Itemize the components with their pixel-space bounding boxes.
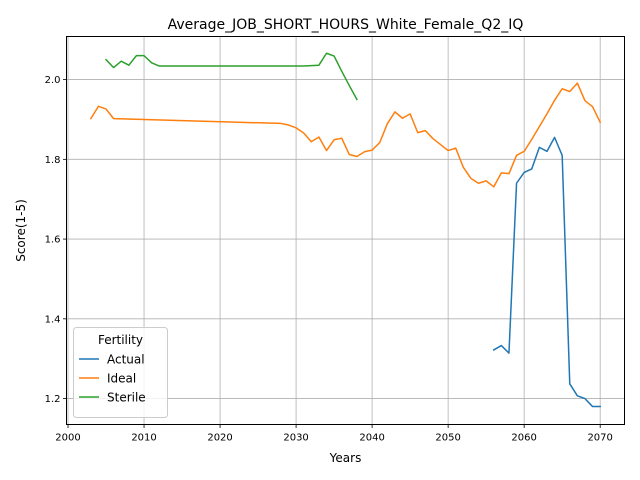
x-axis-ticks: 2000 2010 2020 2030 2040 2050 2060 2070 bbox=[55, 424, 613, 444]
plot-frame bbox=[66, 36, 625, 425]
x-tick-label: 2020 bbox=[207, 433, 232, 444]
chart-title: Average_JOB_SHORT_HOURS_White_Female_Q2_… bbox=[168, 17, 524, 33]
y-axis-label: Score(1-5) bbox=[14, 199, 28, 262]
x-tick-label: 2030 bbox=[283, 433, 308, 444]
x-tick-label: 2050 bbox=[435, 433, 460, 444]
legend-label: Ideal bbox=[107, 372, 136, 386]
x-axis-label: Years bbox=[329, 451, 362, 465]
y-axis-ticks: 1.2 1.4 1.6 1.8 2.0 bbox=[45, 75, 67, 405]
series-line-sterile bbox=[104, 52, 358, 101]
x-tick-label: 2000 bbox=[55, 433, 80, 444]
y-tick-label: 1.6 bbox=[45, 235, 61, 246]
legend-title: Fertility bbox=[98, 333, 143, 347]
x-tick-label: 2010 bbox=[131, 433, 156, 444]
legend-entry-ideal: Ideal bbox=[79, 372, 136, 386]
legend-label: Sterile bbox=[107, 391, 146, 405]
x-tick-label: 2060 bbox=[511, 433, 536, 444]
series-lines bbox=[89, 52, 602, 408]
y-tick-label: 1.8 bbox=[45, 155, 61, 166]
legend-entry-actual: Actual bbox=[79, 353, 145, 367]
x-tick-label: 2070 bbox=[587, 433, 612, 444]
y-tick-label: 1.4 bbox=[45, 314, 61, 325]
legend-label: Actual bbox=[107, 353, 145, 367]
x-tick-label: 2040 bbox=[359, 433, 384, 444]
legend-box bbox=[73, 327, 168, 418]
legend-entries: Actual Ideal Sterile bbox=[79, 353, 146, 405]
legend: Fertility Actual Ideal Sterile bbox=[73, 327, 168, 418]
series-line-ideal bbox=[89, 82, 602, 188]
series-line-actual bbox=[492, 136, 601, 408]
y-tick-label: 1.2 bbox=[45, 394, 61, 405]
y-tick-label: 2.0 bbox=[45, 75, 61, 86]
legend-entry-sterile: Sterile bbox=[79, 391, 146, 405]
